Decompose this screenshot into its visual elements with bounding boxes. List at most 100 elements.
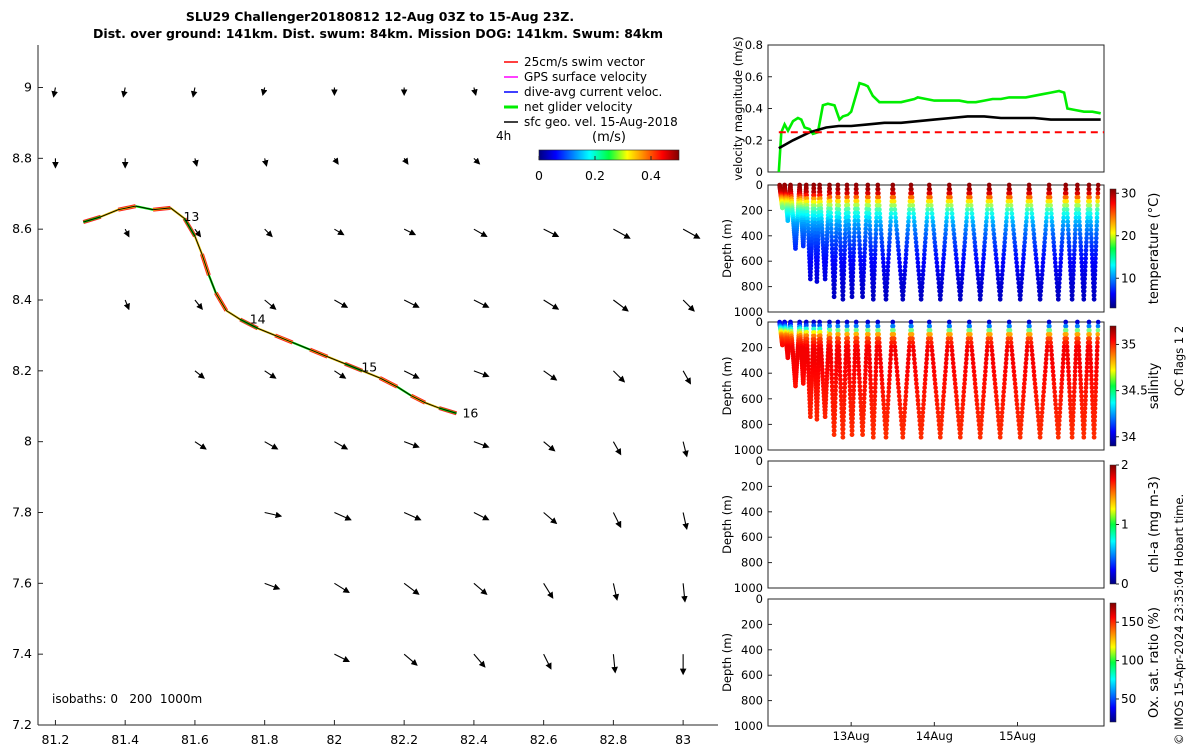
profile-dot: [919, 284, 925, 290]
profile-dot: [804, 326, 809, 332]
profile-dot: [809, 387, 814, 393]
profile-dot: [971, 369, 977, 374]
profile-dot: [994, 264, 1000, 269]
profile-dot: [967, 319, 972, 325]
profile-dot: [1081, 426, 1087, 432]
profile-dot: [1002, 243, 1007, 249]
profile-dot: [1071, 268, 1076, 274]
profile-dot: [886, 252, 891, 257]
profile-dot: [1054, 410, 1059, 415]
profile-dot: [1071, 252, 1077, 257]
profile-dot: [855, 343, 860, 349]
profile-dot: [978, 422, 984, 428]
map-y-tick-label: 8.4: [12, 292, 32, 307]
velocity-y-tick-label: 0.2: [745, 133, 763, 147]
profile-dot: [964, 219, 969, 224]
profile-dot: [1051, 239, 1056, 245]
profile-dot: [841, 422, 846, 428]
profile-dot: [969, 207, 974, 212]
profile-dot: [1024, 207, 1030, 212]
profile-dot: [844, 186, 850, 192]
profile-dot: [992, 243, 998, 249]
profile-dot: [901, 288, 906, 294]
profile-dot: [995, 406, 1000, 411]
profile-dot: [820, 229, 825, 235]
profile-dot: [1066, 369, 1071, 374]
profile-dot: [970, 215, 975, 220]
profile-dot: [947, 186, 952, 192]
profile-dot: [902, 410, 907, 415]
profile-dot: [878, 219, 883, 224]
profile-dot: [881, 402, 886, 407]
profile-dot: [954, 402, 960, 407]
profile-dot: [828, 218, 834, 224]
profile-dot: [1025, 340, 1030, 345]
profile-dot: [1091, 430, 1097, 436]
profile-dot: [851, 242, 857, 248]
profile-dot: [970, 352, 975, 358]
profile-dot: [837, 356, 842, 362]
profile-dot: [1038, 288, 1044, 294]
profile-dot: [804, 182, 809, 188]
profile-dot: [875, 186, 881, 192]
profile-dot: [960, 397, 966, 403]
profile-dot: [1076, 207, 1082, 212]
profile-dot: [953, 252, 959, 257]
profile-dot: [854, 323, 859, 329]
profile-dot: [1034, 397, 1039, 403]
profile-dot: [959, 410, 965, 415]
profile-dot: [1023, 365, 1028, 370]
profile-dot: [981, 385, 987, 391]
profile-dot: [979, 272, 985, 278]
profile-dot: [923, 369, 929, 374]
profile-dot: [947, 182, 952, 188]
profile-dot: [1066, 239, 1072, 245]
colorbar-label: chl-a (mg m-3): [1147, 476, 1162, 573]
profile-dot: [829, 242, 835, 248]
profile-dot: [969, 211, 975, 216]
current-vector-arrow: [264, 511, 283, 519]
profile-dot: [809, 249, 814, 255]
profile-dot: [1048, 207, 1054, 212]
profile-dot: [974, 256, 979, 261]
profile-dot: [860, 432, 865, 437]
profile-dot: [951, 365, 956, 370]
profile-dot: [901, 418, 907, 424]
profile-dot: [1013, 252, 1019, 257]
profile-dot: [927, 319, 932, 325]
profile-dot: [1053, 260, 1058, 265]
profile-dot: [1052, 385, 1057, 391]
depth-y-tick-label: 0: [756, 315, 763, 329]
profile-dot: [824, 370, 830, 376]
profile-dot: [1092, 406, 1098, 411]
profile-dot: [915, 402, 921, 407]
profile-dot: [1081, 430, 1087, 436]
profile-dot: [1050, 227, 1055, 233]
profile-dot: [871, 418, 877, 424]
profile-dot: [1019, 414, 1025, 419]
profile-dot: [1064, 199, 1069, 204]
profile-dot: [1093, 397, 1098, 403]
profile-dot: [1049, 219, 1055, 224]
profile-dot: [845, 331, 850, 337]
profile-dot: [862, 246, 868, 252]
profile-dot: [1027, 186, 1032, 192]
profile-dot: [832, 400, 838, 405]
profile-dot: [877, 215, 883, 220]
profile-dot: [1093, 248, 1099, 253]
profile-dot: [1092, 276, 1098, 282]
profile-dot: [832, 270, 838, 276]
profile-dot: [880, 248, 885, 253]
current-vector-arrow: [612, 512, 622, 529]
profile-dot: [1047, 323, 1052, 329]
profile-dot: [827, 335, 833, 341]
current-vector-arrow: [473, 157, 481, 165]
profile-dot: [1039, 410, 1045, 415]
profile-dot: [838, 381, 843, 387]
profile-dot: [897, 260, 902, 265]
profile-dot: [1089, 235, 1094, 241]
profile-dot: [836, 207, 842, 212]
velocity-series-line: [778, 115, 1101, 150]
profile-dot: [974, 402, 980, 407]
